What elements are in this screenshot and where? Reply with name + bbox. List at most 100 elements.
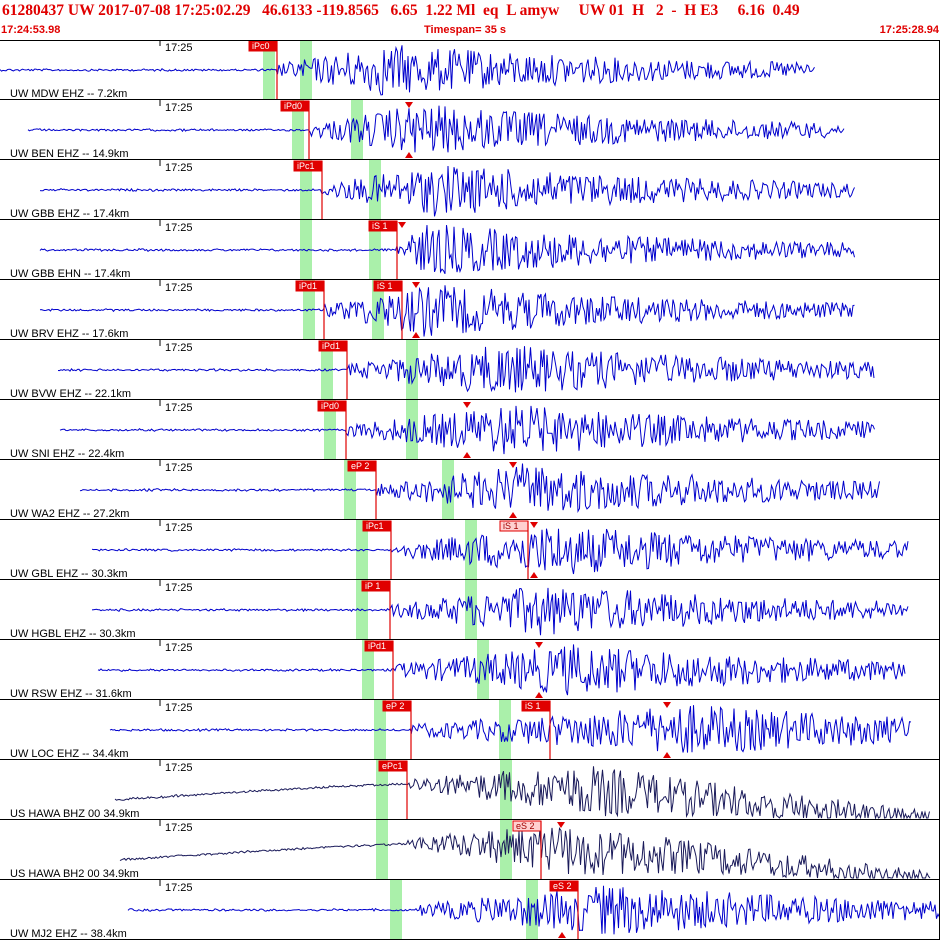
pick-label: iS 1: [525, 701, 541, 711]
amplitude-marker: [509, 512, 517, 518]
amplitude-marker: [530, 572, 538, 578]
phase-pick[interactable]: iPd0: [317, 400, 347, 460]
waveform-trace: [91, 587, 909, 636]
trace-row[interactable]: 17:25 UW GBB EHZ -- 17.4km iPc1: [0, 160, 940, 220]
phase-pick[interactable]: iPd0: [280, 100, 310, 160]
trace-time-label: 17:25: [165, 402, 193, 414]
amplitude-marker: [412, 282, 420, 288]
pick-label: iPd1: [299, 281, 317, 291]
phase-pick[interactable]: iP 1: [361, 580, 391, 640]
trace-row[interactable]: 17:25 UW GBB EHN -- 17.4km iS 1: [0, 220, 940, 280]
window-start-time: 17:24:53.98: [1, 24, 61, 36]
phase-window-band: [477, 640, 489, 700]
waveform-trace: [119, 827, 931, 880]
phase-window-band: [324, 400, 336, 460]
trace-row[interactable]: 17:25 UW HGBL EHZ -- 30.3km iP 1: [0, 580, 940, 640]
phase-pick[interactable]: eS 2: [549, 880, 579, 940]
phase-window-band: [406, 400, 418, 460]
trace-row[interactable]: 17:25 UW BEN EHZ -- 14.9km iPd0: [0, 100, 940, 160]
phase-pick[interactable]: iPc1: [362, 520, 392, 580]
trace-row[interactable]: 17:25 UW SNI EHZ -- 22.4km iPd0: [0, 400, 940, 460]
waveform-trace: [91, 528, 909, 575]
phase-pick[interactable]: eS 2: [512, 820, 542, 880]
phase-window-band: [376, 760, 388, 820]
trace-time-label: 17:25: [165, 42, 193, 54]
station-label: US HAWA BH2 00 34.9km: [10, 868, 139, 880]
trace-time-label: 17:25: [165, 702, 193, 714]
station-label: UW LOC EHZ -- 34.4km: [10, 748, 129, 760]
phase-window-band: [374, 700, 386, 760]
trace-time-label: 17:25: [165, 462, 193, 474]
phase-window-band: [372, 280, 384, 340]
trace-row[interactable]: 17:25 UW BVW EHZ -- 22.1km iPd1: [0, 340, 940, 400]
trace-row[interactable]: 17:25 UW BRV EHZ -- 17.6km iPd1 iS 1: [0, 280, 940, 340]
phase-pick[interactable]: iPd1: [295, 280, 325, 340]
phase-window-band: [369, 160, 381, 220]
trace-row[interactable]: 17:25 US HAWA BHZ 00 34.9km ePc1: [0, 760, 940, 820]
phase-pick[interactable]: iS 1: [368, 220, 398, 280]
phase-pick[interactable]: iS 1: [499, 520, 529, 580]
station-label: UW WA2 EHZ -- 27.2km: [10, 508, 129, 520]
phase-pick[interactable]: ePc1: [378, 760, 408, 820]
station-label: UW SNI EHZ -- 22.4km: [10, 448, 124, 460]
phase-pick[interactable]: eP 2: [382, 700, 412, 760]
station-label: UW GBB EHN -- 17.4km: [10, 268, 130, 280]
pick-label: iPc1: [366, 521, 384, 531]
phase-pick[interactable]: iS 1: [521, 700, 551, 760]
phase-pick[interactable]: eP 2: [347, 460, 377, 520]
pick-label: iPd0: [321, 401, 339, 411]
waveform-trace: [57, 346, 875, 393]
amplitude-marker: [530, 522, 538, 528]
waveform-trace: [114, 766, 930, 820]
phase-pick[interactable]: iS 1: [373, 280, 403, 340]
waveform-trace: [0, 45, 815, 96]
trace-time-label: 17:25: [165, 222, 193, 234]
phase-window-band: [351, 100, 363, 160]
pick-label: eS 2: [516, 821, 535, 831]
phase-window-band: [362, 640, 374, 700]
pick-label: eP 2: [351, 461, 369, 471]
station-label: UW BRV EHZ -- 17.6km: [10, 328, 128, 340]
waveform-trace: [39, 165, 855, 217]
amplitude-marker: [557, 822, 565, 828]
trace-time-label: 17:25: [165, 282, 193, 294]
phase-window-band: [376, 820, 388, 880]
station-label: US HAWA BHZ 00 34.9km: [10, 808, 139, 820]
waveform-trace: [97, 644, 906, 696]
amplitude-marker: [535, 642, 543, 648]
waveform-trace: [109, 705, 912, 753]
trace-row[interactable]: 17:25 UW MDW EHZ -- 7.2km iPc0: [0, 40, 940, 100]
trace-time-label: 17:25: [165, 102, 193, 114]
waveform-trace: [39, 225, 855, 275]
station-label: UW BEN EHZ -- 14.9km: [10, 148, 129, 160]
trace-time-label: 17:25: [165, 642, 193, 654]
phase-window-band: [303, 280, 315, 340]
trace-row[interactable]: 17:25 US HAWA BH2 00 34.9km eS 2: [0, 820, 940, 880]
phase-window-band: [406, 340, 418, 400]
amplitude-marker: [405, 102, 413, 108]
trace-time-label: 17:25: [165, 522, 193, 534]
pick-label: eP 2: [386, 701, 404, 711]
pick-label: iP 1: [365, 581, 380, 591]
phase-pick[interactable]: iPd1: [318, 340, 348, 400]
pick-label: iPc1: [297, 161, 315, 171]
phase-pick[interactable]: iPc1: [293, 160, 323, 220]
trace-row[interactable]: 17:25 UW WA2 EHZ -- 27.2km eP 2: [0, 460, 940, 520]
trace-row[interactable]: 17:25 UW LOC EHZ -- 34.4km eP 2 iS 1: [0, 700, 940, 760]
waveform-trace: [79, 463, 880, 513]
trace-row[interactable]: 17:25 UW MJ2 EHZ -- 38.4km eS 2: [0, 880, 940, 940]
event-header: 61280437 UW 2017-07-08 17:25:02.29 46.61…: [0, 0, 942, 40]
event-summary-line: 61280437 UW 2017-07-08 17:25:02.29 46.61…: [2, 2, 800, 19]
pick-label: iPd0: [284, 101, 302, 111]
station-label: UW MDW EHZ -- 7.2km: [10, 88, 127, 100]
amplitude-marker: [663, 702, 671, 708]
amplitude-marker: [463, 452, 471, 458]
trace-time-label: 17:25: [165, 762, 193, 774]
amplitude-marker: [663, 752, 671, 758]
trace-row[interactable]: 17:25 UW RSW EHZ -- 31.6km iPd1: [0, 640, 940, 700]
phase-pick[interactable]: iPd1: [364, 640, 394, 700]
pick-label: iS 1: [377, 281, 393, 291]
pick-label: iPd1: [322, 341, 340, 351]
seismogram-panel[interactable]: 17:25 UW MDW EHZ -- 7.2km iPc0 17:25 UW BEN …: [0, 40, 942, 940]
trace-row[interactable]: 17:25 UW GBL EHZ -- 30.3km iPc1 iS 1: [0, 520, 940, 580]
